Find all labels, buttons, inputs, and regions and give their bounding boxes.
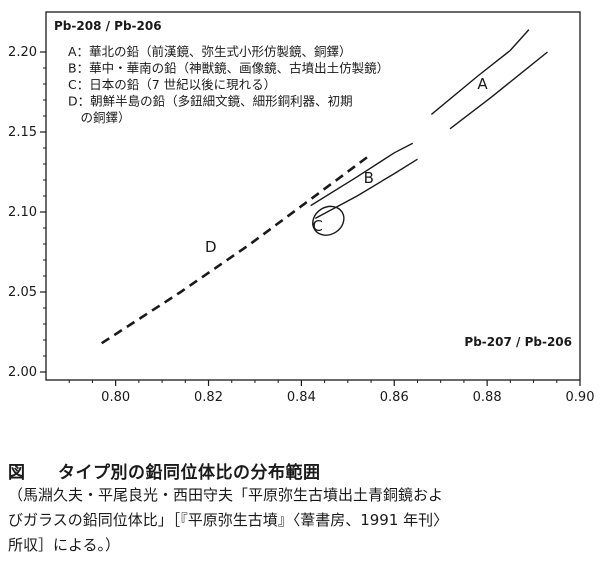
x-tick-label: 0.80	[101, 390, 130, 405]
figure-label: 図	[8, 463, 26, 483]
series-D-dashed-line	[100, 153, 372, 345]
legend-entry: C：日本の鉛（7 世紀以後に現れる）	[68, 77, 276, 92]
series-B-upper-line	[310, 142, 414, 207]
legend-entry: の銅鐸）	[68, 110, 131, 125]
y-tick-label: 2.00	[8, 365, 37, 380]
y-tick-label: 2.20	[8, 45, 37, 60]
series-B-lower-line	[314, 158, 418, 220]
source-line: びガラスの鉛同位体比」［『平原弥生古墳』〈葦書房、1991 年刊〉	[8, 511, 449, 529]
legend-entry: A：華北の鉛（前漢鏡、弥生式小形仿製鏡、銅鐸）	[68, 44, 352, 59]
x-tick-label: 0.84	[287, 390, 316, 405]
region-label-C: C	[312, 217, 322, 235]
region-label-A: A	[477, 75, 488, 93]
figure-caption-title: 図 タイプ別の鉛同位体比の分布範囲	[8, 458, 593, 483]
y-axis-title: Pb-208 / Pb-206	[54, 19, 162, 33]
region-label-D: D	[205, 238, 217, 256]
series-A-upper-line	[430, 29, 530, 115]
x-tick-label: 0.88	[473, 390, 502, 405]
legend-entry: B：華中・華南の鉛（神獣鏡、画像鏡、古墳出土仿製鏡）	[68, 61, 389, 76]
y-tick-label: 2.10	[8, 205, 37, 220]
x-tick-label: 0.86	[380, 390, 409, 405]
x-tick-label: 0.82	[194, 390, 223, 405]
figure-caption-source: （馬淵久夫・平尾良光・西田守夫「平原弥生古墳出土青銅鏡およ びガラスの鉛同位体比…	[8, 483, 593, 558]
figure-title: タイプ別の鉛同位体比の分布範囲	[58, 463, 321, 483]
source-line: 所収］による。）	[8, 536, 121, 554]
series-A-lower-line	[449, 51, 548, 130]
source-line: （馬淵久夫・平尾良光・西田守夫「平原弥生古墳出土青銅鏡およ	[8, 486, 444, 504]
y-tick-label: 2.05	[8, 285, 37, 300]
lead-isotope-chart: 0.80 0.82 0.84 0.86 0.88 0.90 2.00 2.05 2.10 2.15…	[8, 11, 595, 405]
region-label-B: B	[364, 169, 374, 187]
legend-entry: D：朝鮮半島の鉛（多鈕細文鏡、細形銅利器、初期	[68, 94, 353, 109]
x-tick-label: 0.90	[566, 390, 595, 405]
x-axis-title: Pb-207 / Pb-206	[464, 335, 572, 349]
series-C-ellipse	[312, 205, 345, 236]
y-tick-label: 2.15	[8, 125, 37, 140]
